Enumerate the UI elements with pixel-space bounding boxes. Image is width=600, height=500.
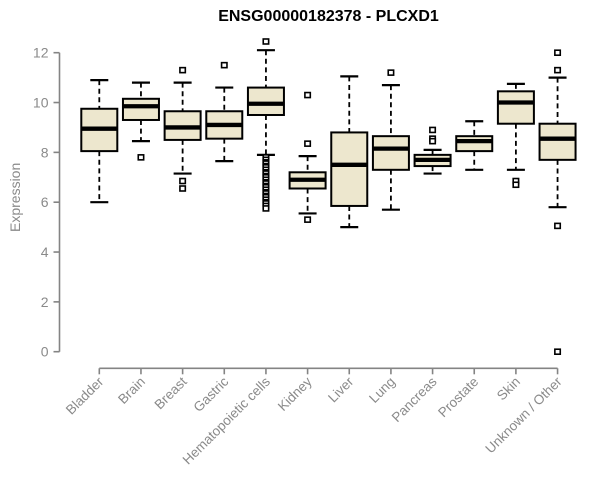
y-tick-label: 4 bbox=[41, 244, 49, 260]
y-tick-label: 2 bbox=[41, 294, 49, 310]
outlier-point bbox=[262, 205, 270, 212]
x-tick-label-pancreas: Pancreas bbox=[389, 374, 440, 425]
boxplot-lung bbox=[371, 69, 410, 211]
boxplot-skin bbox=[496, 82, 535, 189]
x-tick-label-skin: Skin bbox=[494, 374, 523, 403]
outlier-point bbox=[304, 91, 312, 99]
boxplot-gastric bbox=[205, 61, 244, 163]
chart-title: ENSG00000182378 - PLCXD1 bbox=[218, 8, 439, 25]
boxplot-liver bbox=[330, 75, 369, 229]
outlier-point bbox=[304, 140, 312, 147]
y-tick-label: 6 bbox=[41, 194, 49, 210]
x-tick-label-lung: Lung bbox=[366, 374, 398, 406]
outlier-point bbox=[179, 185, 187, 192]
outlier-point bbox=[554, 49, 562, 57]
box-rect bbox=[330, 131, 369, 207]
outlier-point bbox=[179, 177, 187, 185]
boxplot-bladder bbox=[80, 79, 119, 204]
outlier-point bbox=[554, 222, 562, 230]
outlier-point bbox=[304, 216, 312, 223]
outlier-point bbox=[554, 348, 562, 356]
x-tick-label-kidney: Kidney bbox=[275, 374, 315, 414]
x-tick-label-unknown-other: Unknown / Other bbox=[482, 374, 565, 457]
boxplot-pancreas bbox=[413, 126, 452, 175]
boxplot-hematopoietic-cells bbox=[246, 38, 285, 212]
outlier-point bbox=[429, 137, 437, 145]
x-tick-label-prostate: Prostate bbox=[435, 374, 481, 420]
x-tick-label-brain: Brain bbox=[115, 374, 148, 407]
outlier-point bbox=[512, 181, 520, 189]
outlier-point bbox=[137, 154, 145, 161]
y-tick-label: 8 bbox=[41, 144, 49, 160]
x-tick-label-liver: Liver bbox=[325, 374, 357, 406]
box-rect bbox=[455, 135, 494, 153]
outlier-point bbox=[179, 66, 187, 74]
box-rect bbox=[538, 122, 577, 161]
boxplot-kidney bbox=[288, 91, 327, 223]
outlier-point bbox=[220, 61, 228, 69]
x-tick-label-breast: Breast bbox=[152, 374, 190, 412]
y-tick-label: 0 bbox=[41, 344, 49, 360]
outlier-point bbox=[262, 38, 270, 45]
boxplot-prostate bbox=[455, 120, 494, 171]
boxplot-unknown-other bbox=[538, 49, 577, 356]
y-tick-label: 10 bbox=[33, 95, 49, 111]
boxplot-brain bbox=[121, 81, 160, 161]
outlier-point bbox=[429, 126, 437, 134]
y-tick-label: 12 bbox=[33, 45, 49, 61]
outlier-point bbox=[387, 69, 395, 76]
outlier-point bbox=[554, 66, 562, 74]
x-tick-label-bladder: Bladder bbox=[63, 374, 107, 418]
box-rect bbox=[496, 90, 535, 125]
boxplot-breast bbox=[163, 66, 202, 192]
x-tick-label-gastric: Gastric bbox=[191, 374, 232, 415]
box-rect bbox=[246, 86, 285, 116]
box-rect bbox=[371, 135, 410, 171]
box-rect bbox=[121, 97, 160, 121]
